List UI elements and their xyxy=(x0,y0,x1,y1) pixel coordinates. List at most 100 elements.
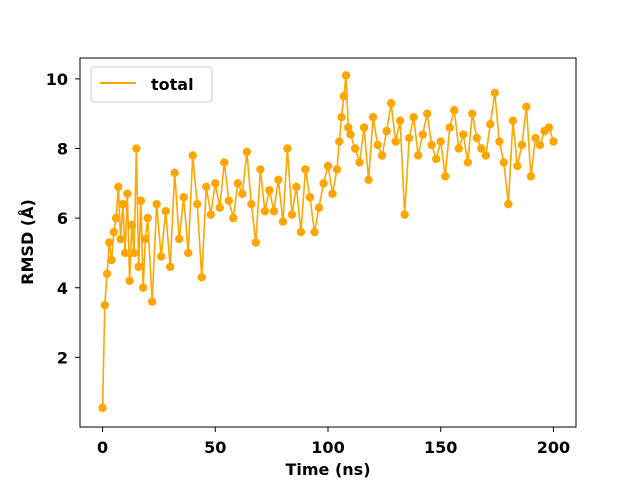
data-point xyxy=(382,126,391,136)
data-point xyxy=(127,220,137,230)
data-point xyxy=(179,193,188,202)
data-point xyxy=(147,297,157,306)
data-point xyxy=(486,119,495,129)
data-point xyxy=(468,109,477,118)
data-point xyxy=(337,112,346,122)
data-point xyxy=(368,112,378,122)
y-tick-label: 6 xyxy=(57,209,68,228)
data-point xyxy=(495,137,504,146)
data-point xyxy=(463,158,472,167)
data-point xyxy=(513,161,522,171)
data-point xyxy=(109,227,119,237)
data-point xyxy=(418,130,427,139)
data-point xyxy=(504,200,513,209)
data-point xyxy=(441,172,450,181)
x-tick-label: 200 xyxy=(537,438,570,457)
data-point xyxy=(220,158,229,167)
data-point xyxy=(129,248,139,258)
data-point xyxy=(404,133,414,143)
data-point xyxy=(193,200,202,209)
data-point xyxy=(377,151,387,160)
data-point xyxy=(310,227,319,237)
data-point xyxy=(229,213,238,223)
data-point xyxy=(184,248,193,258)
data-point xyxy=(432,154,441,164)
legend: total xyxy=(90,66,213,103)
data-point xyxy=(472,133,481,143)
data-point xyxy=(395,116,405,125)
data-point xyxy=(120,248,130,258)
data-point xyxy=(350,144,360,153)
data-point xyxy=(233,179,243,188)
data-point xyxy=(123,189,132,198)
data-point xyxy=(386,99,396,108)
data-point xyxy=(197,273,206,282)
y-tick-label: 4 xyxy=(57,279,68,298)
data-point xyxy=(544,123,554,132)
data-point xyxy=(423,109,432,118)
y-tick-label: 10 xyxy=(46,70,68,89)
data-point xyxy=(132,144,141,153)
data-point xyxy=(477,144,486,153)
axes-layer: 0 50 100 150 200 2 4 6 8 10 xyxy=(46,57,577,457)
data-point xyxy=(373,140,382,150)
data-point xyxy=(323,161,333,171)
data-point xyxy=(499,158,509,167)
data-point xyxy=(114,182,123,191)
data-point xyxy=(292,182,301,191)
data-point xyxy=(344,123,353,132)
data-point xyxy=(224,196,233,205)
y-axis-label: RMSD (Å) xyxy=(18,199,37,285)
data-point xyxy=(251,238,261,247)
data-point xyxy=(314,203,324,212)
x-tick-label: 100 xyxy=(311,438,344,457)
data-point xyxy=(143,213,152,223)
x-axis-label: Time (ns) xyxy=(285,460,370,479)
data-point xyxy=(215,203,224,212)
data-point xyxy=(454,144,463,153)
data-point xyxy=(522,102,531,111)
series-layer xyxy=(98,71,558,413)
data-point xyxy=(490,88,500,98)
data-point xyxy=(445,123,454,132)
legend-label: total xyxy=(151,75,194,94)
data-point xyxy=(260,206,270,216)
data-point xyxy=(535,140,545,150)
data-point xyxy=(138,283,148,292)
data-point xyxy=(549,137,558,146)
data-point xyxy=(359,123,369,132)
data-point xyxy=(355,158,364,167)
data-point xyxy=(332,165,342,174)
data-point xyxy=(175,234,184,244)
data-point xyxy=(141,234,150,244)
data-point xyxy=(265,186,274,195)
data-point xyxy=(161,206,170,216)
data-point xyxy=(319,179,328,188)
y-tick-label: 2 xyxy=(57,348,68,367)
data-point xyxy=(134,262,143,272)
data-point xyxy=(364,175,373,185)
data-point xyxy=(269,206,279,216)
data-point xyxy=(165,262,175,272)
data-point xyxy=(301,165,310,174)
data-point xyxy=(427,140,436,150)
x-tick-label: 0 xyxy=(97,438,108,457)
data-point xyxy=(111,213,121,223)
data-point xyxy=(459,130,468,139)
data-point xyxy=(211,179,220,188)
data-point xyxy=(508,116,518,125)
data-point xyxy=(102,269,112,279)
data-point xyxy=(247,200,256,209)
data-point xyxy=(170,168,179,178)
data-point xyxy=(105,238,114,247)
data-point xyxy=(481,151,491,160)
data-point xyxy=(400,210,409,219)
data-point xyxy=(526,172,536,181)
data-point xyxy=(328,189,337,198)
data-point xyxy=(450,106,459,115)
data-point xyxy=(116,234,125,244)
data-point xyxy=(391,137,400,146)
data-point xyxy=(188,151,197,160)
y-tick-label: 8 xyxy=(57,140,68,159)
